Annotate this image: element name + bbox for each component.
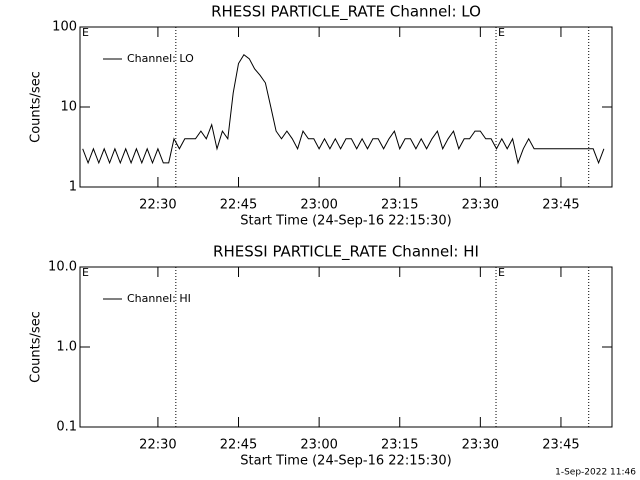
- legend-label: Channel: LO: [127, 52, 194, 65]
- x-tick-label: 23:45: [542, 438, 579, 453]
- event-flag: E: [82, 26, 89, 39]
- x-axis-label: Start Time (24-Sep-16 22:15:30): [240, 214, 451, 229]
- x-tick-label: 22:30: [139, 438, 176, 453]
- y-tick-label: 1.0: [56, 340, 77, 355]
- x-tick-label: 22:30: [139, 198, 176, 213]
- event-flag: E: [498, 266, 505, 279]
- y-axis-label: Counts/sec: [29, 311, 44, 383]
- y-axis-label: Counts/sec: [29, 71, 44, 143]
- x-tick-label: 23:15: [381, 438, 418, 453]
- footer: 1-Sep-2022 11:46: [555, 468, 636, 478]
- data-line: [82, 53, 605, 165]
- x-tick-label: 23:30: [462, 198, 499, 213]
- y-tick-label: 1: [69, 180, 77, 195]
- x-tick-label: 23:00: [300, 198, 337, 213]
- chart-title: RHESSI PARTICLE_RATE Channel: HI: [213, 243, 479, 262]
- y-tick-label: 10: [60, 100, 77, 115]
- y-tick-label: 0.1: [56, 420, 77, 435]
- x-tick-label: 22:45: [220, 198, 257, 213]
- x-tick-label: 23:45: [542, 198, 579, 213]
- chart-title: RHESSI PARTICLE_RATE Channel: LO: [211, 3, 481, 22]
- x-tick-label: 23:15: [381, 198, 418, 213]
- y-tick-label: 100: [52, 20, 77, 35]
- x-axis-label: Start Time (24-Sep-16 22:15:30): [240, 454, 451, 469]
- event-flag: E: [498, 26, 505, 39]
- x-tick-label: 23:00: [300, 438, 337, 453]
- x-tick-label: 22:45: [220, 438, 257, 453]
- event-flag: E: [82, 266, 89, 279]
- x-tick-label: 23:30: [462, 438, 499, 453]
- legend-label: Channel: HI: [127, 292, 191, 305]
- y-tick-label: 10.0: [48, 260, 77, 275]
